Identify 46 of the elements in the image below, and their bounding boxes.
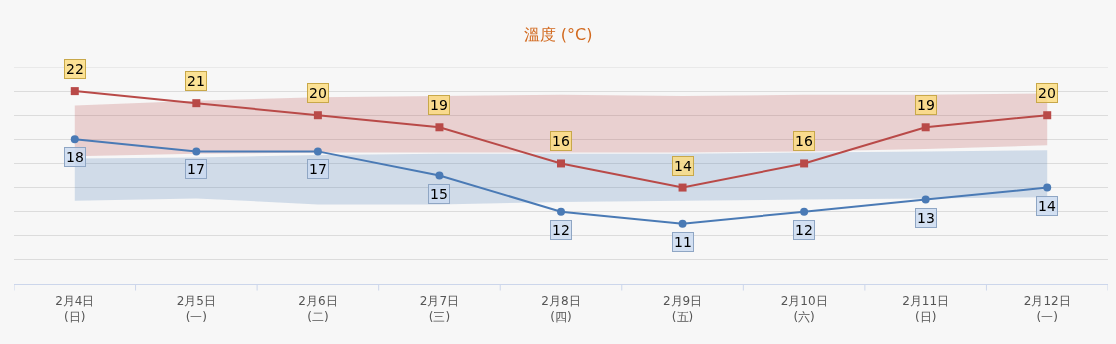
- data-label: 16: [795, 133, 813, 149]
- data-label: 12: [552, 222, 570, 238]
- data-label: 21: [187, 73, 205, 89]
- point: [192, 99, 201, 108]
- point: [313, 147, 322, 156]
- x-tick-label: 2月12日 (一): [1023, 294, 1071, 324]
- point: [678, 219, 687, 228]
- x-tick-label: 2月10日 (六): [780, 294, 828, 324]
- point: [557, 207, 565, 216]
- x-tick-label: 2月11日 (日): [902, 294, 950, 324]
- x-tick-label: 2月7日 (三): [419, 294, 460, 324]
- point: [435, 171, 444, 180]
- point: [921, 123, 930, 132]
- data-label: 17: [309, 161, 327, 177]
- x-tick-label: 2月6日 (二): [298, 294, 338, 324]
- point: [557, 159, 565, 168]
- x-tick-label: 2月4日 (日): [55, 294, 95, 324]
- point: [435, 123, 444, 132]
- data-label: 16: [552, 133, 570, 149]
- data-label: 18: [66, 149, 84, 165]
- data-label: 15: [430, 186, 448, 202]
- point: [1043, 111, 1052, 120]
- data-label: 22: [66, 61, 84, 77]
- data-label: 20: [309, 85, 327, 101]
- point: [921, 195, 930, 204]
- point: [1043, 183, 1052, 192]
- data-label: 19: [430, 97, 448, 113]
- data-label: 19: [917, 97, 935, 113]
- point: [70, 87, 79, 96]
- data-label: 20: [1038, 85, 1056, 101]
- point: [678, 183, 687, 192]
- chart-title: 溫度 (°C): [523, 25, 593, 44]
- point: [800, 207, 809, 216]
- x-tick-label: 2月9日 (五): [662, 294, 703, 324]
- data-label: 14: [1038, 198, 1056, 214]
- data-label: 11: [674, 234, 692, 250]
- x-tick-label: 2月5日 (一): [176, 294, 216, 324]
- x-tick-label: 2月8日 (四): [541, 294, 581, 324]
- data-label: 14: [674, 158, 692, 174]
- point: [70, 135, 79, 144]
- point: [192, 147, 201, 156]
- data-label: 17: [187, 161, 205, 177]
- data-label: 13: [917, 210, 935, 226]
- point: [800, 159, 809, 168]
- point: [313, 111, 322, 120]
- data-label: 12: [795, 222, 813, 238]
